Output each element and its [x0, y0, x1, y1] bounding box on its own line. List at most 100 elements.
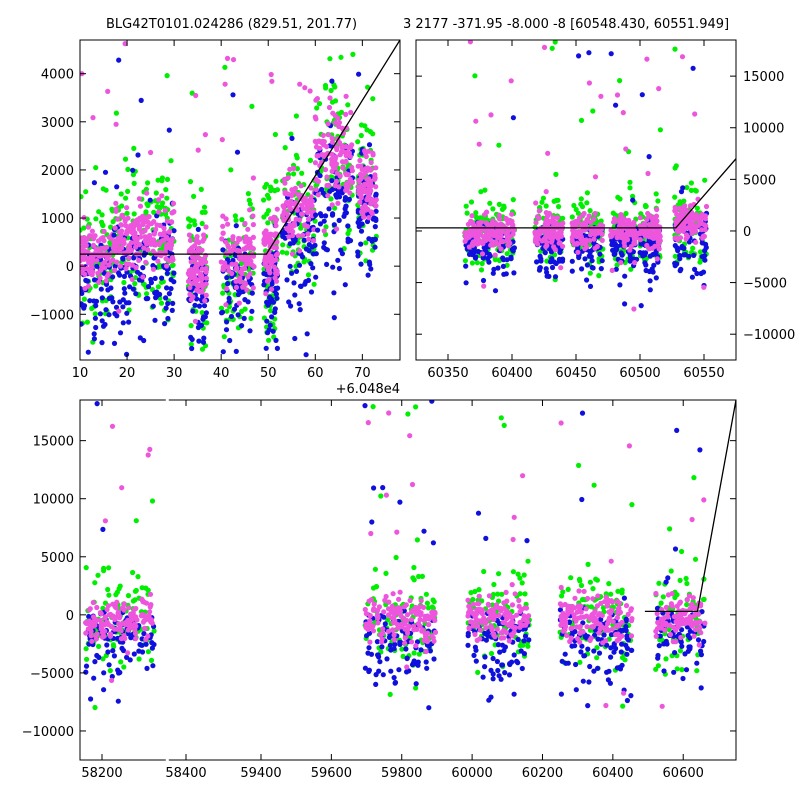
- data-point-green: [559, 593, 565, 599]
- data-point-pink: [90, 599, 96, 606]
- data-point-blue: [144, 665, 150, 672]
- data-point-pink: [305, 231, 311, 237]
- data-point-green: [693, 188, 699, 194]
- data-point-pink: [298, 183, 304, 189]
- data-point-pink: [136, 257, 142, 263]
- data-point-pink: [596, 630, 602, 636]
- data-point-blue: [366, 667, 372, 673]
- data-point-pink: [273, 270, 279, 276]
- data-point-pink: [366, 215, 372, 221]
- data-point-green: [162, 211, 169, 217]
- data-point-green: [553, 171, 559, 177]
- data-point-green: [573, 206, 579, 213]
- data-point-pink: [332, 112, 338, 118]
- data-point-pink: [692, 216, 698, 222]
- data-point-blue: [369, 519, 375, 525]
- data-point-green: [93, 283, 99, 289]
- data-point-pink: [366, 598, 372, 604]
- data-point-pink: [390, 627, 396, 633]
- data-point-green: [551, 198, 557, 204]
- data-point-pink: [701, 284, 707, 290]
- data-point-green: [345, 102, 351, 108]
- data-point-pink: [628, 633, 635, 639]
- data-point-blue: [624, 697, 631, 704]
- data-point-blue: [488, 694, 494, 700]
- data-point-pink: [280, 212, 286, 219]
- data-point-blue: [465, 630, 471, 636]
- data-point-pink: [491, 631, 497, 637]
- data-point-blue: [506, 672, 513, 678]
- data-point-pink: [117, 263, 123, 269]
- data-point-blue: [204, 362, 209, 367]
- data-point-blue: [595, 636, 601, 642]
- data-point-pink: [631, 306, 637, 312]
- data-point-blue: [518, 648, 524, 654]
- data-point-pink: [631, 219, 637, 225]
- x-tick-label: 30: [166, 366, 183, 381]
- data-point-pink: [224, 55, 231, 62]
- data-point-blue: [117, 299, 123, 305]
- data-point-pink: [656, 86, 662, 92]
- data-point-blue: [228, 313, 235, 320]
- data-point-blue: [355, 249, 361, 255]
- data-point-green: [239, 308, 245, 314]
- data-point-pink: [327, 95, 333, 101]
- data-point-pink: [638, 228, 644, 234]
- data-point-blue: [415, 662, 421, 668]
- data-point-green: [158, 300, 165, 306]
- data-point-pink: [242, 220, 248, 227]
- data-point-blue: [130, 167, 136, 173]
- data-point-pink: [391, 637, 398, 643]
- data-point-green: [268, 308, 274, 314]
- data-point-blue: [582, 256, 588, 262]
- data-point-pink: [126, 255, 132, 261]
- data-point-pink: [88, 264, 94, 270]
- data-point-pink: [477, 627, 484, 633]
- data-point-blue: [289, 270, 295, 276]
- data-point-pink: [337, 173, 343, 179]
- data-point-pink: [271, 264, 278, 270]
- data-point-pink: [163, 256, 169, 262]
- data-point-blue: [145, 284, 152, 290]
- data-point-pink: [121, 633, 127, 639]
- data-point-blue: [618, 649, 624, 655]
- data-point-green: [372, 566, 378, 572]
- data-point-green: [627, 179, 633, 185]
- data-point-pink: [588, 219, 594, 226]
- data-point-blue: [200, 368, 205, 373]
- data-point-blue: [591, 668, 597, 674]
- data-point-green: [400, 653, 406, 660]
- data-point-pink: [495, 229, 502, 235]
- data-point-blue: [131, 255, 137, 261]
- data-point-blue: [418, 647, 424, 653]
- data-point-blue: [355, 253, 361, 259]
- data-point-pink: [244, 258, 250, 264]
- data-point-green: [169, 263, 175, 269]
- data-point-pink: [251, 264, 257, 270]
- data-point-pink: [432, 617, 438, 624]
- x-tick-label: 60400: [491, 366, 532, 381]
- y-tick-label: −1000: [30, 308, 74, 323]
- data-point-pink: [625, 611, 631, 618]
- data-point-pink: [397, 589, 403, 595]
- data-point-pink: [535, 241, 541, 247]
- data-point-pink: [113, 206, 119, 212]
- data-point-green: [478, 189, 484, 195]
- data-point-pink: [393, 606, 399, 612]
- data-point-green: [331, 82, 337, 88]
- data-point-blue: [695, 637, 702, 643]
- data-point-pink: [481, 283, 487, 289]
- data-point-blue: [168, 277, 174, 283]
- data-point-blue: [471, 652, 477, 659]
- data-point-pink: [164, 218, 170, 224]
- data-point-blue: [373, 672, 379, 678]
- data-point-blue: [188, 334, 194, 340]
- data-point-pink: [169, 210, 175, 216]
- data-point-blue: [598, 266, 604, 272]
- data-point-blue: [463, 280, 469, 286]
- data-point-green: [655, 198, 661, 204]
- data-point-green: [577, 659, 583, 665]
- data-point-green: [311, 281, 317, 287]
- data-point-green: [584, 200, 590, 206]
- data-point-pink: [161, 225, 167, 231]
